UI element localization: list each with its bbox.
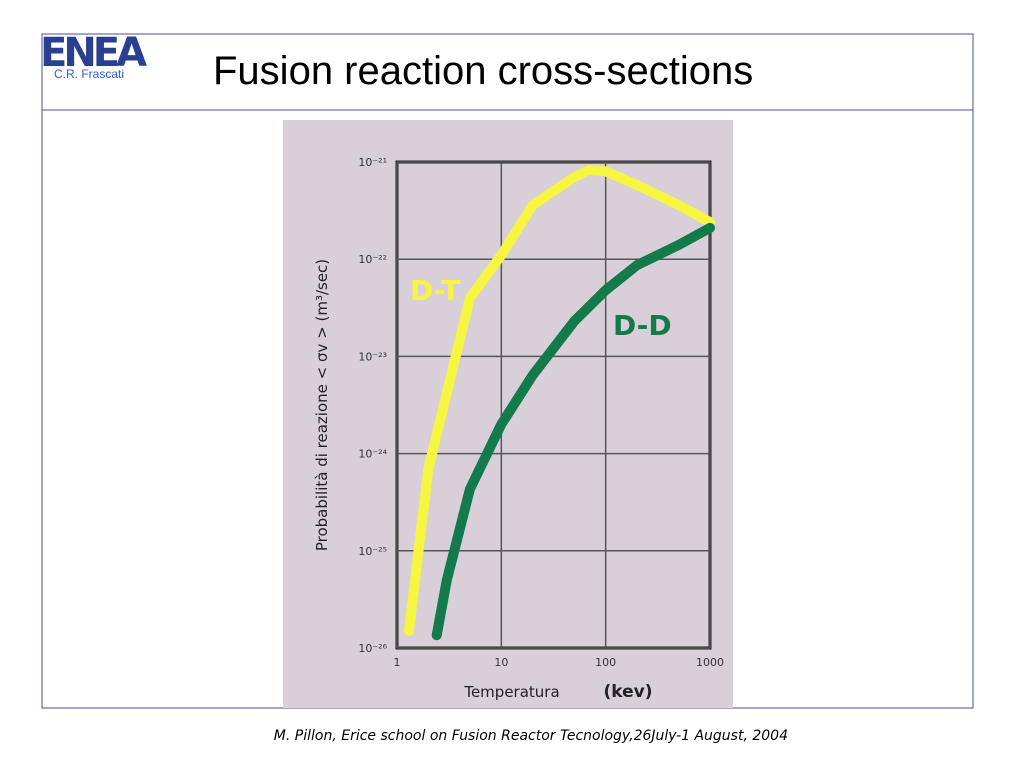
- y-tick-label: 10⁻²⁴: [358, 448, 387, 461]
- slide-title: Fusion reaction cross-sections: [213, 49, 753, 93]
- logo-subtitle: C.R. Frascati: [54, 67, 124, 81]
- y-tick-label: 10⁻²⁶: [358, 642, 387, 655]
- footer: M. Pillon, Erice school on Fusion Reacto…: [274, 728, 788, 744]
- series-line: [431, 222, 715, 641]
- x-axis-label: Temperatura: [463, 683, 559, 701]
- y-tick-label: 10⁻²³: [358, 350, 387, 363]
- x-tick-label: 1: [394, 656, 401, 669]
- series-label: D-D: [613, 309, 672, 342]
- x-tick-label: 1000: [696, 656, 724, 669]
- y-tick-label: 10⁻²¹: [358, 156, 387, 169]
- logo: ENEA: [40, 30, 147, 76]
- series-line: [403, 164, 715, 636]
- x-axis-unit: (kev): [604, 682, 653, 702]
- x-tick-label: 10: [494, 656, 508, 669]
- y-axis-label: Probabilità di reazione < σv > (m³/sec): [313, 259, 331, 551]
- x-tick-label: 100: [595, 656, 616, 669]
- y-tick-label: 10⁻²⁵: [358, 545, 387, 558]
- y-tick-label: 10⁻²²: [358, 253, 387, 266]
- series-label: D-T: [410, 274, 460, 307]
